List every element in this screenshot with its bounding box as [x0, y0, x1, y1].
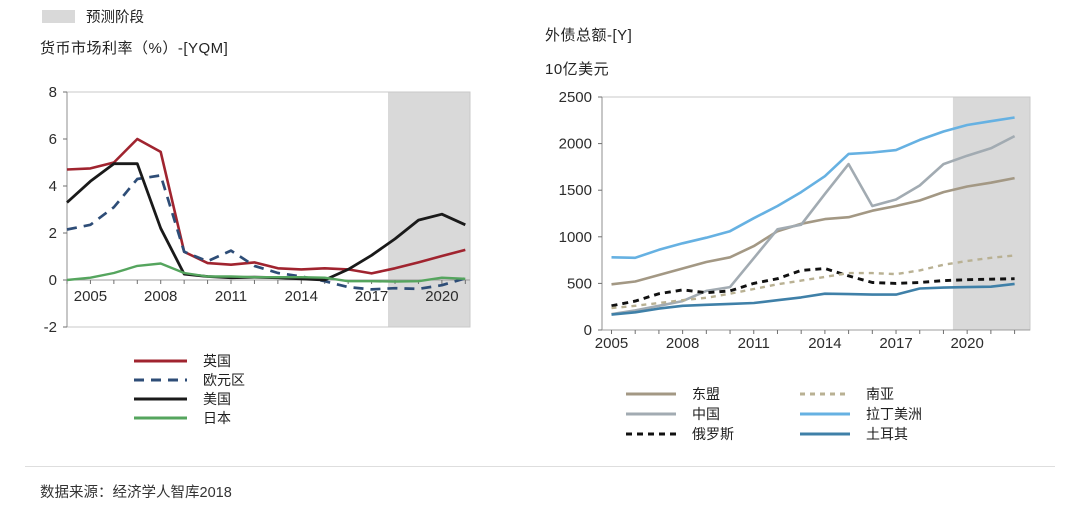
chart-legend: 东盟 中国 俄罗斯	[625, 384, 734, 444]
y-tick-label: 500	[567, 275, 592, 292]
forecast-legend: 预测阶段	[42, 6, 144, 27]
legend-item-uk: 英国	[133, 351, 245, 370]
separator-line	[25, 466, 1055, 467]
legend-item-eurozone: 欧元区	[133, 370, 245, 389]
legend-item-asean: 东盟	[625, 384, 734, 404]
y-tick-label: 6	[49, 131, 57, 148]
x-tick-label: 2008	[144, 288, 177, 305]
legend-swatch-asean	[626, 392, 676, 396]
series-line-latin-america	[611, 116, 1015, 260]
money-market-rate-chart: 2005 2008 2011 2014 2017 2020 8 6 4 2 0 -2	[44, 84, 471, 336]
legend-item-south-asia: 南亚	[799, 384, 922, 404]
chart-legend: 南亚 拉丁美洲 土耳其	[799, 384, 922, 444]
right-chart-unit-label: 10亿美元	[545, 61, 610, 78]
legend-label: 日本	[203, 409, 231, 426]
legend-label: 南亚	[866, 386, 894, 402]
x-tick-label: 2017	[879, 335, 912, 352]
legend-label: 土耳其	[866, 426, 908, 442]
y-tick-label: 8	[49, 84, 57, 101]
legend-label: 俄罗斯	[692, 426, 734, 442]
x-tick-label: 2011	[738, 335, 770, 352]
x-tick-label: 2005	[74, 288, 107, 305]
forecast-region	[952, 97, 1030, 330]
y-tick-label: 2	[49, 225, 57, 242]
legend-swatch-china	[626, 412, 676, 416]
forecast-legend-label: 预测阶段	[86, 10, 144, 26]
x-tick-label: 2017	[355, 288, 388, 305]
series-line-china	[611, 134, 1016, 316]
left-chart-title: 货币市场利率（%）-[YQM]	[40, 40, 229, 57]
forecast-swatch	[42, 10, 75, 23]
x-tick-label: 2020	[425, 288, 458, 305]
y-tick-label: 1500	[559, 182, 592, 199]
legend-swatch-eurozone	[134, 378, 187, 381]
legend-label: 美国	[203, 390, 231, 407]
series-line-turkey	[611, 282, 1015, 316]
legend-label: 东盟	[692, 386, 720, 402]
y-tick-label: 0	[49, 272, 57, 289]
legend-label: 英国	[203, 352, 231, 369]
y-tick-label: 2500	[559, 89, 592, 106]
y-tick-label: 0	[584, 322, 592, 339]
legend-item-russia: 俄罗斯	[625, 424, 734, 444]
x-tick-label: 2005	[595, 335, 628, 352]
right-chart-title: 外债总额-[Y]	[545, 27, 633, 44]
legend-label: 中国	[692, 406, 720, 422]
external-debt-chart: 2005 2008 2011 2014 2017 2020 2500 2000 1500 1000…	[559, 89, 1031, 352]
legend-item-latin-america: 拉丁美洲	[799, 404, 922, 424]
legend-swatch-turkey	[800, 432, 850, 436]
legend-swatch-japan	[134, 416, 187, 419]
y-tick-label: 1000	[559, 229, 592, 246]
y-tick-label: 2000	[559, 136, 592, 153]
x-tick-label: 2020	[950, 335, 983, 352]
legend-item-china: 中国	[625, 404, 734, 424]
y-tick-label: 4	[49, 178, 57, 195]
legend-swatch-us	[134, 397, 187, 400]
legend-label: 拉丁美洲	[866, 406, 922, 422]
series-line-uk	[66, 137, 466, 275]
series-line-asean	[611, 176, 1015, 286]
x-tick-label: 2008	[666, 335, 699, 352]
series-line-russia	[611, 267, 1015, 308]
x-tick-label: 2014	[808, 335, 841, 352]
legend-label: 欧元区	[203, 371, 245, 388]
legend-swatch-russia	[626, 432, 676, 436]
legend-swatch-uk	[134, 359, 187, 362]
chart-legend: 英国 欧元区 美国 日本	[133, 351, 245, 427]
legend-item-japan: 日本	[133, 408, 245, 427]
x-tick-label: 2011	[215, 288, 247, 305]
legend-swatch-south-asia	[800, 392, 850, 396]
x-tick-label: 2014	[285, 288, 318, 305]
legend-swatch-latin-america	[800, 412, 850, 416]
series-line-japan	[66, 262, 466, 283]
legend-item-us: 美国	[133, 389, 245, 408]
y-tick-label: -2	[44, 319, 57, 336]
series-line-south-asia	[611, 254, 1015, 310]
legend-item-turkey: 土耳其	[799, 424, 922, 444]
data-source-text: 数据来源：经济学人智库2018	[40, 485, 232, 501]
